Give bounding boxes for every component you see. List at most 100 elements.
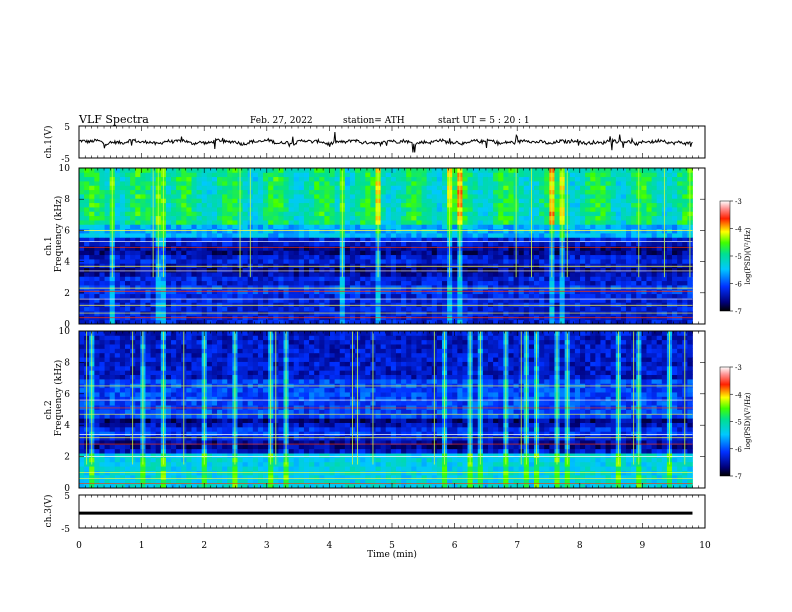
spectrogram-cell — [222, 181, 228, 186]
spectrogram-cell — [344, 168, 351, 173]
spectrogram-cell — [217, 259, 223, 264]
spectrogram-cell — [360, 228, 366, 234]
spectrogram-cell — [590, 250, 596, 256]
spectrogram-cell — [181, 254, 187, 260]
spectrogram-cell — [585, 233, 591, 238]
spectrogram-cell — [135, 202, 141, 208]
spectrogram-cell — [252, 176, 259, 182]
spectrogram-cell — [554, 280, 560, 286]
spectrogram-cell — [237, 319, 243, 325]
spectrogram-cell — [365, 233, 371, 238]
spectrogram-cell — [104, 293, 111, 299]
spectrogram-cell — [79, 306, 85, 312]
spectrogram-cell — [534, 172, 540, 178]
spectrogram-cell — [171, 228, 177, 234]
spectrogram-cell — [171, 298, 177, 303]
spectrogram-cell — [482, 293, 489, 299]
spectrogram-cell — [487, 233, 494, 238]
spectrogram-cell — [263, 263, 269, 269]
spectrogram-cell — [462, 259, 468, 264]
spectrogram-cell — [472, 194, 479, 199]
spectrogram-cell — [140, 198, 146, 204]
spectrogram-cell — [273, 267, 279, 273]
spectrogram-cell — [600, 306, 606, 312]
spectrogram-cell — [631, 250, 637, 256]
spectrogram-cell — [416, 194, 422, 199]
spectrogram-cell — [631, 168, 637, 173]
spectrogram-cell — [380, 215, 387, 221]
spectrogram-cell — [186, 254, 192, 260]
spectrogram-cell — [104, 189, 111, 195]
spectrogram-cell — [89, 267, 95, 273]
spectrogram-cell — [283, 483, 289, 489]
spectrogram-cell — [145, 479, 151, 485]
spectrogram-cell — [319, 172, 325, 178]
spectrogram-cell — [303, 263, 310, 269]
spectrogram-cell — [89, 250, 95, 256]
spectrogram-cell — [293, 237, 300, 243]
spectrogram-cell — [94, 185, 100, 191]
spectrogram-cell — [206, 176, 213, 182]
spectrogram-cell — [263, 215, 269, 221]
spectrogram-cell — [145, 246, 151, 251]
spectrogram-cell — [288, 215, 295, 221]
spectrogram-cell — [360, 237, 366, 243]
spectrogram-cell — [206, 202, 213, 208]
spectrogram-cell — [273, 172, 279, 178]
spectrogram-cell — [329, 276, 336, 282]
spectrogram-cell — [585, 483, 591, 489]
spectrogram-cell — [646, 185, 652, 191]
spectrogram-cell — [79, 194, 85, 199]
spectrogram-cell — [84, 267, 90, 273]
spectrogram-cell — [222, 237, 228, 243]
spectrogram-cell — [114, 285, 121, 290]
spectrogram-cell — [227, 237, 233, 243]
spectrogram-cell — [211, 250, 218, 256]
spectrogram-cell — [523, 189, 530, 195]
spectrogram-cell — [309, 185, 315, 191]
spectrogram-cell — [651, 194, 658, 199]
spectrogram-cell — [636, 289, 642, 295]
spectrogram-cell — [395, 228, 402, 234]
spectrogram-cell — [155, 483, 162, 489]
spectrogram-cell — [523, 172, 530, 178]
spectrogram-cell — [84, 250, 90, 256]
spectrogram-cell — [119, 172, 126, 178]
spectrogram-cell — [298, 285, 305, 290]
spectrogram-cell — [339, 319, 346, 325]
spectrogram-cell — [334, 168, 341, 173]
spectrogram-cell — [263, 479, 269, 485]
spectrogram-cell — [344, 280, 351, 286]
spectrogram-cell — [631, 285, 637, 290]
spectrogram-cell — [217, 168, 223, 173]
spectrogram-cell — [252, 298, 259, 303]
spectrogram-cell — [452, 298, 458, 303]
spectrogram-cell — [508, 237, 514, 243]
spectrogram-cell — [472, 250, 479, 256]
spectrogram-cell — [385, 233, 392, 238]
spectrogram-cell — [227, 241, 233, 247]
spectrogram-cell — [472, 168, 479, 173]
spectrogram-cell — [528, 280, 535, 286]
spectrogram-cell — [406, 185, 412, 191]
spectrogram-cell — [130, 479, 136, 485]
spectrogram-cell — [498, 194, 504, 199]
spectrogram-cell — [641, 211, 647, 217]
spectrogram-cell — [626, 276, 632, 282]
spectrogram-cell — [498, 280, 504, 286]
spectrogram-cell — [518, 220, 525, 225]
spectrogram-cell — [273, 285, 279, 290]
spectrogram-cell — [523, 293, 530, 299]
spectrogram-cell — [534, 479, 540, 485]
spectrogram-cell — [585, 298, 591, 303]
spectrogram-cell — [544, 259, 550, 264]
spectrogram-cell — [283, 215, 289, 221]
spectrogram-cell — [610, 246, 617, 251]
spectrogram-cell — [273, 211, 279, 217]
spectrogram-cell — [145, 168, 151, 173]
spectrogram-cell — [242, 237, 249, 243]
spectrogram-cell — [201, 276, 208, 282]
spectrogram-cell — [84, 202, 90, 208]
spectrogram-cell — [370, 280, 376, 286]
spectrogram-cell — [615, 250, 622, 256]
